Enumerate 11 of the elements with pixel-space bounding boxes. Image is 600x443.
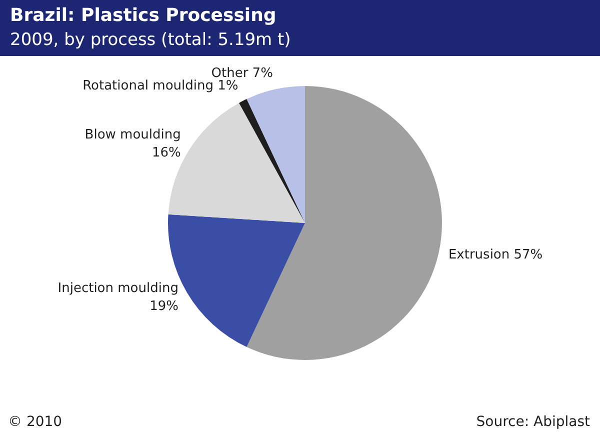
slice-label: Injection moulding xyxy=(58,281,178,296)
text: © 2010 xyxy=(8,414,62,430)
chart-subtitle: 2009, by process (total: 5.19m t) xyxy=(10,29,292,52)
slice-label: Other 7% xyxy=(211,66,273,81)
slice-label: Rotational moulding 1% xyxy=(82,78,238,94)
data-label: 19% xyxy=(150,299,178,314)
slice-label: Extrusion 57% xyxy=(448,247,543,262)
source-note: Source: Abiplast xyxy=(476,414,590,430)
slice-label: Blow moulding xyxy=(84,128,181,143)
data-label: 16% xyxy=(152,146,181,161)
chart-title: Brazil: Plastics Processing xyxy=(10,4,278,28)
